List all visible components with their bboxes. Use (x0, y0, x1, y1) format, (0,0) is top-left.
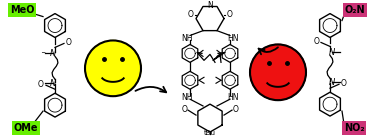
Text: HN: HN (227, 93, 239, 102)
Text: N: N (50, 79, 56, 88)
Text: O: O (233, 105, 239, 114)
Text: O: O (313, 37, 319, 46)
Text: N: N (329, 48, 335, 57)
Text: O: O (66, 38, 72, 47)
Text: O: O (181, 105, 187, 114)
Text: N: N (50, 49, 56, 58)
Circle shape (250, 44, 306, 100)
Text: MeO: MeO (10, 5, 34, 15)
Circle shape (85, 40, 141, 96)
Text: O: O (38, 80, 44, 89)
Text: NO₂: NO₂ (344, 123, 364, 133)
Text: OMe: OMe (14, 123, 38, 133)
Text: O₂N: O₂N (345, 5, 365, 15)
Text: ─: ─ (41, 51, 45, 56)
Text: NH: NH (181, 93, 193, 102)
Text: HN: HN (227, 34, 239, 43)
Text: N: N (207, 1, 213, 10)
Text: N: N (329, 78, 335, 87)
Text: O: O (227, 10, 233, 19)
Text: tBu: tBu (204, 129, 216, 135)
Text: O: O (187, 10, 193, 19)
Text: NH: NH (181, 34, 193, 43)
Text: O: O (341, 79, 347, 88)
